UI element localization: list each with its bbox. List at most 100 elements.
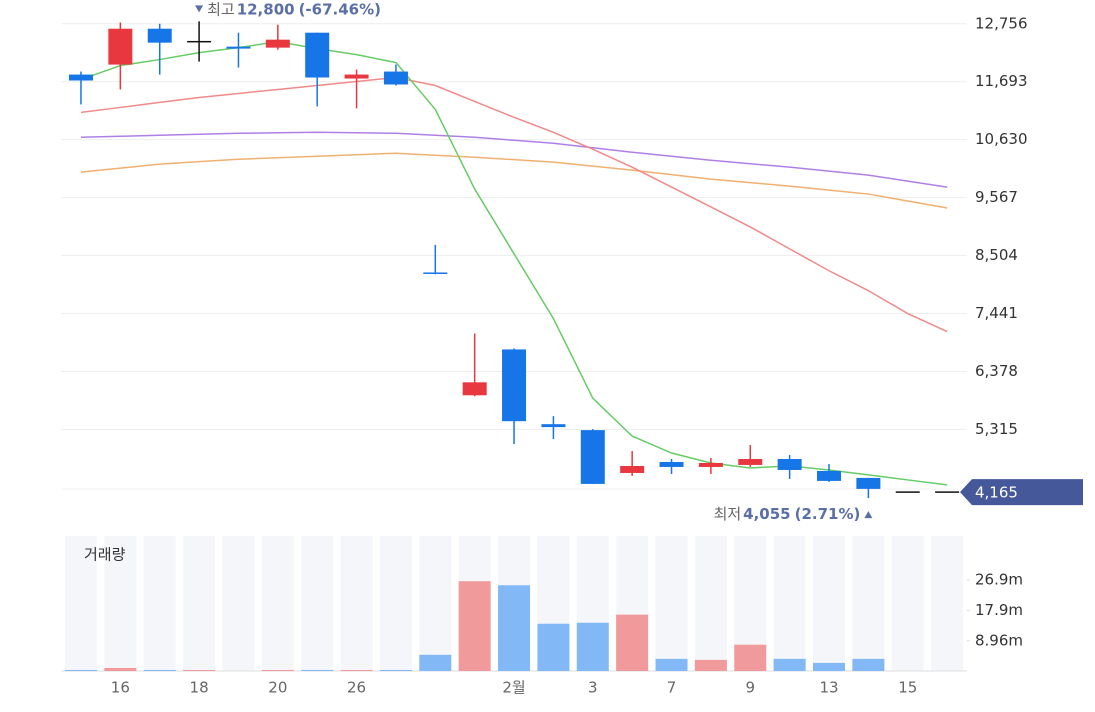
x-tick-label: 18	[190, 679, 209, 697]
candle-body	[817, 470, 842, 481]
volume-column-bg	[419, 536, 452, 671]
volume-bar	[261, 669, 294, 671]
volume-bar	[104, 667, 137, 671]
volume-bar	[616, 614, 649, 671]
volume-bar	[498, 585, 531, 671]
candle-body	[698, 462, 723, 467]
moving-average-line	[80, 76, 948, 333]
volume-column-bg	[773, 536, 806, 671]
volume-column-bg	[340, 536, 373, 671]
volume-bar	[655, 658, 688, 671]
labels: 5,315 6,378 7,441 8,504 9,567 10,630 11,693 12,…	[111, 0, 1083, 697]
volume-tick-label: 26.9m	[975, 571, 1023, 589]
low-annotation: 최저 4,055 (2.71%)	[714, 505, 861, 523]
moving-average-line	[80, 152, 948, 209]
volume-bar	[694, 659, 727, 671]
moving-average-line	[80, 40, 948, 486]
x-tick-label: 3	[588, 679, 598, 697]
y-tick-label: 10,630	[975, 130, 1028, 148]
volume-column-bg	[222, 536, 255, 671]
x-tick-label: 13	[819, 679, 838, 697]
candle-body	[659, 462, 684, 467]
candle-body	[187, 40, 212, 43]
candle-body	[423, 272, 448, 274]
x-tick-label: 9	[745, 679, 755, 697]
volume-bar	[773, 658, 806, 671]
volume-bar	[379, 669, 412, 671]
y-tick-label: 9,567	[975, 188, 1018, 206]
candle-body	[895, 491, 920, 493]
volume-column-bg	[655, 536, 688, 671]
volume-column-bg	[143, 536, 176, 671]
current-price-label: 4,165	[975, 484, 1018, 502]
x-tick-label: 20	[268, 679, 287, 697]
candle-body	[856, 477, 881, 489]
x-tick-label: 7	[667, 679, 677, 697]
volume-bar	[458, 581, 491, 671]
low-label: 최저	[714, 505, 742, 523]
y-tick-label: 5,315	[975, 420, 1018, 438]
low-change: (2.71%)	[795, 505, 861, 523]
volume-column-bg	[813, 536, 846, 671]
high-change: (-67.46%)	[299, 0, 381, 18]
y-tick-label: 6,378	[975, 362, 1018, 380]
volume-bar	[143, 669, 176, 671]
high-marker	[195, 5, 204, 13]
volume-column-bg	[379, 536, 412, 671]
candle-body	[777, 459, 802, 470]
candle-body	[935, 491, 960, 493]
volume-column-bg	[891, 536, 924, 671]
candle-body	[108, 28, 133, 65]
volume-bar	[576, 622, 609, 671]
volume-bar	[419, 654, 452, 671]
volume-column-bg	[64, 536, 97, 671]
volume-column-bg	[694, 536, 727, 671]
high-price: 12,800	[237, 0, 295, 18]
volume-title: 거래량	[84, 546, 126, 564]
x-tick-label: 16	[111, 679, 130, 697]
candles	[68, 21, 960, 499]
volume-bar	[852, 658, 885, 671]
moving-averages	[80, 40, 948, 486]
candle-body	[344, 74, 369, 79]
x-tick-label: 15	[898, 679, 917, 697]
volume-column-bg	[104, 536, 137, 671]
x-tick-label: 2월	[502, 679, 525, 697]
volume-bar	[813, 662, 846, 671]
volume-bars	[64, 581, 885, 671]
candle-body	[68, 74, 93, 81]
volume-bar	[340, 669, 373, 671]
current-price-tag	[960, 479, 1083, 506]
volume-bar	[64, 669, 97, 671]
candle-body	[226, 46, 251, 49]
volume-column-bg	[261, 536, 294, 671]
high-annotation: 최고 12,800 (-67.46%)	[207, 0, 381, 18]
candle-body	[265, 39, 290, 48]
low-price: 4,055	[743, 505, 790, 523]
volume-column-bg	[931, 536, 964, 671]
y-tick-label: 12,756	[975, 14, 1028, 32]
y-tick-label: 7,441	[975, 304, 1018, 322]
x-tick-label: 26	[347, 679, 366, 697]
volume-bar	[301, 669, 334, 671]
volume-bar	[537, 623, 570, 671]
candle-body	[620, 465, 645, 473]
volume-bar	[734, 644, 767, 671]
candle-body	[541, 424, 566, 428]
moving-average-line	[80, 131, 948, 188]
candle-body	[580, 430, 605, 484]
volume-bar	[183, 669, 216, 671]
candle-body	[305, 32, 330, 78]
volume-column-bg	[301, 536, 334, 671]
candle-body	[738, 459, 763, 465]
volume-column-bg	[183, 536, 216, 671]
candle-body	[502, 349, 527, 422]
low-marker	[864, 511, 873, 519]
volume-tick-label: 17.9m	[975, 601, 1023, 619]
volume-column-bg	[852, 536, 885, 671]
volume-tick-label: 8.96m	[975, 631, 1023, 649]
candle-body	[147, 28, 172, 43]
high-label: 최고	[207, 0, 235, 18]
candle-body	[383, 71, 408, 85]
